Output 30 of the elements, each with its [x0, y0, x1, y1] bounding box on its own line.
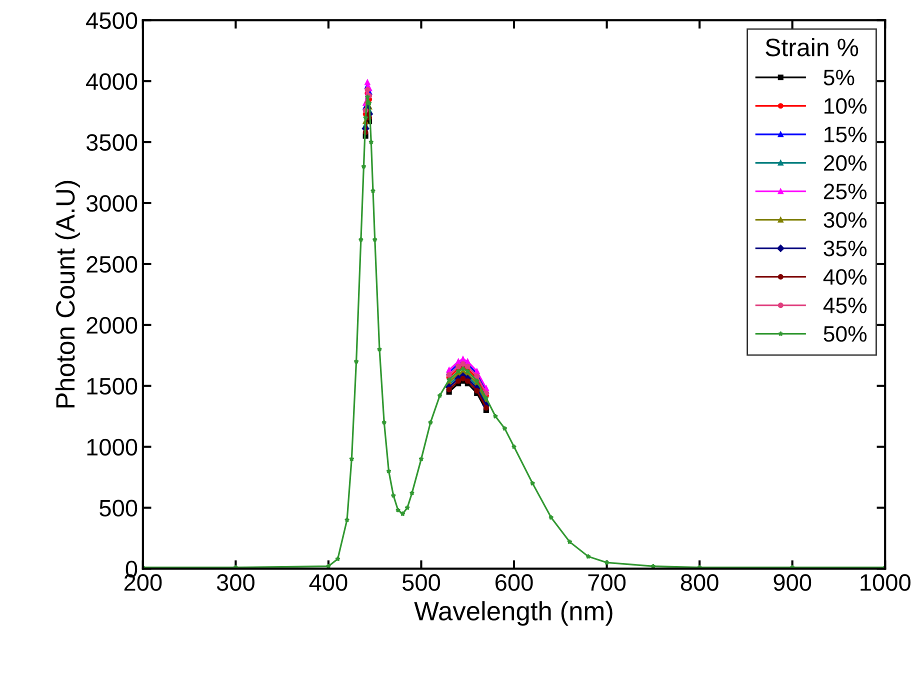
y-tick-label: 500	[100, 500, 138, 517]
x-tick-label: 600	[496, 574, 533, 591]
legend-label: 25%	[824, 184, 867, 200]
x-tick-label: 500	[402, 574, 440, 591]
legend-title: Strain %	[766, 38, 858, 56]
y-tick-label: 1500	[87, 378, 138, 395]
legend-label: 5%	[824, 70, 854, 86]
legend-label: 35%	[824, 240, 867, 256]
legend-label: 10%	[824, 98, 867, 114]
y-tick-label: 3500	[86, 134, 138, 151]
y-tick-label: 1000	[87, 438, 138, 456]
legend-label: 20%	[824, 155, 867, 171]
legend-label: 40%	[823, 269, 867, 285]
y-tick-label: 4000	[86, 73, 138, 90]
legend-label: 15%	[824, 126, 867, 142]
x-tick-label: 900	[774, 574, 812, 591]
x-tick-label: 1000	[860, 574, 910, 591]
legend-label: 30%	[824, 212, 867, 228]
y-tick-label: 3000	[86, 195, 138, 212]
x-tick-label: 800	[680, 574, 718, 591]
x-axis-title: Wavelength (nm)	[414, 601, 612, 626]
y-axis-title: Photon Count (A.U)	[55, 180, 80, 408]
legend-label: 45%	[823, 298, 867, 314]
y-tick-label: 4500	[86, 12, 138, 29]
y-tick-label: 2000	[86, 316, 138, 334]
x-tick-label: 300	[216, 574, 254, 591]
y-tick-label: 2500	[86, 256, 138, 273]
x-tick-label: 400	[309, 574, 348, 591]
x-tick-label: 700	[588, 574, 626, 591]
legend-label: 50%	[824, 326, 867, 342]
